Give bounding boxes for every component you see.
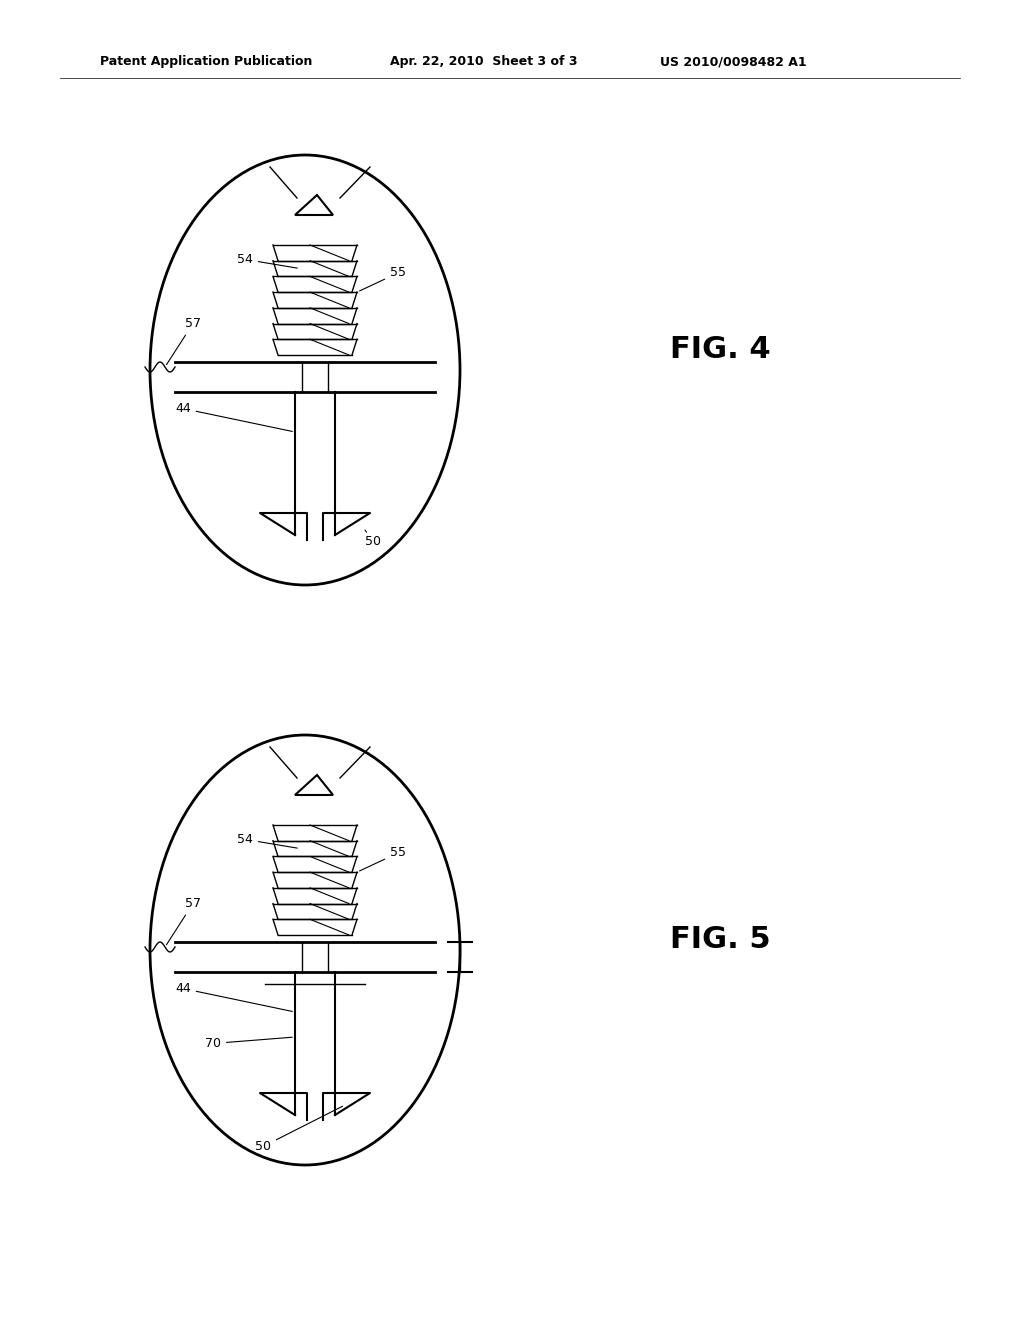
Text: 44: 44 (175, 982, 292, 1011)
Text: 54: 54 (237, 833, 297, 849)
Text: FIG. 5: FIG. 5 (670, 925, 771, 954)
Text: Apr. 22, 2010  Sheet 3 of 3: Apr. 22, 2010 Sheet 3 of 3 (390, 55, 578, 69)
Text: 44: 44 (175, 403, 292, 432)
Text: 50: 50 (365, 531, 381, 548)
Text: Patent Application Publication: Patent Application Publication (100, 55, 312, 69)
Text: FIG. 4: FIG. 4 (670, 335, 771, 364)
Text: 50: 50 (255, 1106, 342, 1152)
Text: 57: 57 (167, 898, 201, 945)
Text: US 2010/0098482 A1: US 2010/0098482 A1 (660, 55, 807, 69)
Text: 55: 55 (359, 846, 406, 871)
Text: 57: 57 (167, 317, 201, 364)
Text: 70: 70 (205, 1038, 292, 1049)
Text: 55: 55 (359, 267, 406, 290)
Text: 54: 54 (237, 253, 297, 268)
